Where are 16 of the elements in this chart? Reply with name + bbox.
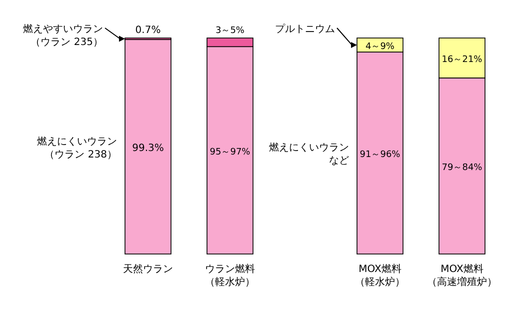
- x-tick-label: 天然ウラン: [123, 263, 173, 275]
- x-tick-label: ウラン燃料（軽水炉）: [205, 263, 255, 288]
- data-label: 0.7%: [135, 25, 161, 36]
- annotation: 16～21%: [442, 54, 483, 65]
- series-label: 燃えにくいウランなど: [269, 142, 349, 167]
- text: プルトニウム: [275, 23, 335, 35]
- data-label: 99.3%: [132, 142, 164, 154]
- annotation: 4～9%: [365, 42, 395, 52]
- x-tick-label: MOX燃料（軽水炉）: [355, 263, 405, 288]
- text: 3～5%: [215, 26, 245, 36]
- legend-label: 燃えやすいウラン（ウラン 235）: [23, 23, 103, 48]
- annotation: 79～84%: [442, 162, 483, 173]
- annotation: 91～96%: [360, 150, 401, 160]
- series-label: 燃えにくいウラン（ウラン 238）: [37, 135, 117, 160]
- x-tick-label: MOX燃料（高速増殖炉）: [427, 263, 497, 288]
- annotation: 95～97%: [210, 147, 251, 158]
